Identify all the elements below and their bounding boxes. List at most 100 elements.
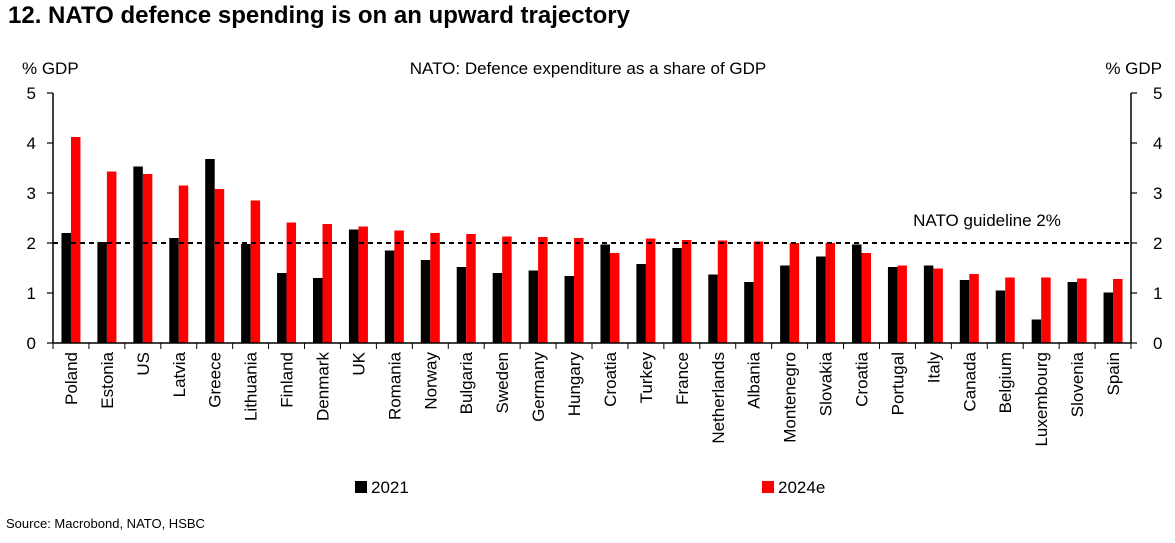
y-tick-label-left-3: 3 (27, 184, 36, 203)
bar-2024e-france (681, 240, 692, 343)
x-tick-label-denmark: Denmark (314, 352, 333, 421)
bar-2021-lithuania (241, 244, 251, 343)
source-note: Source: Macrobond, NATO, HSBC (6, 516, 205, 531)
y-tick-label-right-4: 4 (1153, 134, 1162, 153)
bar-2021-poland (61, 233, 71, 343)
bar-2024e-luxembourg (1041, 277, 1051, 343)
bar-2021-luxembourg (1031, 319, 1042, 343)
y-tick-label-left-2: 2 (27, 234, 36, 253)
bar-2024e-denmark (322, 224, 332, 343)
bar-2024e-croatia (861, 253, 871, 343)
bar-2024e-romania (394, 230, 404, 343)
bar-2024e-turkey (645, 238, 656, 343)
legend-swatch-2021 (355, 481, 367, 493)
bar-2024e-hungary (574, 238, 584, 343)
bar-2024e-slovenia (1077, 278, 1087, 343)
x-tick-label-norway: Norway (421, 352, 440, 410)
bar-2021-germany (528, 270, 539, 343)
y-tick-label-left-1: 1 (27, 284, 36, 303)
bar-2024e-portugal (897, 265, 907, 343)
y-tick-label-left-5: 5 (27, 84, 36, 103)
bar-2021-greece (205, 159, 215, 343)
y-tick-label-right-3: 3 (1153, 184, 1162, 203)
y-tick-label-right-2: 2 (1153, 234, 1162, 253)
bar-2021-slovakia (816, 256, 826, 343)
x-tick-label-slovakia: Slovakia (817, 351, 836, 416)
x-tick-label-poland: Poland (62, 352, 81, 405)
x-tick-label-netherlands: Netherlands (709, 352, 728, 444)
bar-2021-slovenia (1067, 282, 1078, 343)
bar-2021-croatia (852, 244, 862, 343)
bar-2021-italy (923, 265, 934, 343)
bar-2021-turkey (636, 264, 646, 343)
x-tick-label-montenegro: Montenegro (781, 352, 800, 443)
y-tick-label-left-4: 4 (27, 134, 36, 153)
bar-2021-latvia (169, 238, 179, 343)
x-tick-label-canada: Canada (960, 351, 979, 411)
bar-2024e-belgium (1005, 277, 1015, 343)
x-tick-label-bulgaria: Bulgaria (457, 351, 476, 414)
x-tick-label-hungary: Hungary (565, 352, 584, 417)
bar-2024e-us (142, 174, 153, 343)
x-tick-label-germany: Germany (529, 352, 548, 422)
y-axis-label-left: % GDP (22, 59, 79, 78)
bar-2021-croatia (600, 244, 610, 343)
legend-label-2024e: 2024e (778, 478, 825, 497)
bar-2021-netherlands (708, 274, 718, 343)
bar-2024e-latvia (178, 185, 189, 343)
bar-2021-belgium (995, 290, 1006, 343)
x-tick-label-croatia: Croatia (601, 351, 620, 406)
x-tick-label-france: France (673, 352, 692, 405)
bar-2024e-italy (933, 268, 943, 343)
x-tick-label-spain: Spain (1104, 352, 1123, 395)
x-tick-label-finland: Finland (278, 352, 297, 408)
y-tick-label-right-0: 0 (1153, 334, 1162, 353)
x-tick-label-uk: UK (349, 351, 368, 375)
bar-2021-romania (384, 250, 395, 343)
chart-title: NATO: Defence expenditure as a share of … (410, 59, 767, 78)
bar-2021-portugal (887, 267, 898, 343)
bar-2021-finland (277, 273, 287, 343)
x-tick-label-italy: Italy (924, 352, 943, 384)
x-tick-label-portugal: Portugal (888, 352, 907, 415)
bar-2024e-croatia (609, 253, 620, 343)
x-tick-label-estonia: Estonia (98, 351, 117, 408)
x-tick-label-slovenia: Slovenia (1068, 351, 1087, 417)
y-tick-label-right-5: 5 (1153, 84, 1162, 103)
bar-2021-canada (959, 280, 970, 343)
bar-2021-bulgaria (456, 267, 467, 343)
legend: 2021 2024e (355, 478, 825, 497)
bar-2024e-spain (1113, 279, 1123, 343)
x-tick-label-latvia: Latvia (170, 351, 189, 397)
bar-2021-norway (420, 260, 431, 343)
y-tick-label-right-1: 1 (1153, 284, 1162, 303)
plot-area: 0 0 1 1 2 2 3 3 4 4 5 5 Poland Estonia US Latvia Greece L… (27, 84, 1163, 447)
y-axis-label-right: % GDP (1105, 59, 1162, 78)
bar-2024e-uk (358, 226, 368, 343)
x-tick-label-belgium: Belgium (996, 352, 1015, 413)
bar-2024e-finland (286, 222, 297, 343)
bar-2021-sweden (492, 273, 503, 343)
bar-2021-estonia (97, 242, 107, 343)
x-tick-label-albania: Albania (745, 351, 764, 408)
legend-label-2021: 2021 (371, 478, 409, 497)
x-tick-label-us: US (134, 352, 153, 376)
x-tick-label-croatia: Croatia (853, 351, 872, 406)
bar-2024e-montenegro (789, 243, 800, 343)
bar-2021-us (133, 166, 143, 343)
bar-2024e-netherlands (717, 240, 728, 343)
bar-2024e-sweden (502, 236, 512, 343)
reference-line-label: NATO guideline 2% (913, 211, 1061, 230)
x-tick-label-greece: Greece (206, 352, 225, 408)
bar-2021-albania (744, 282, 754, 343)
x-tick-label-sweden: Sweden (493, 352, 512, 413)
bar-2024e-estonia (106, 171, 117, 343)
bar-2024e-canada (969, 274, 979, 343)
x-tick-label-romania: Romania (385, 351, 404, 420)
bar-2021-france (672, 248, 682, 343)
legend-swatch-2024e (762, 481, 774, 493)
chart-heading: 12. NATO defence spending is on an upwar… (8, 2, 630, 29)
bar-2024e-bulgaria (466, 234, 476, 343)
y-tick-label-left-0: 0 (27, 334, 36, 353)
